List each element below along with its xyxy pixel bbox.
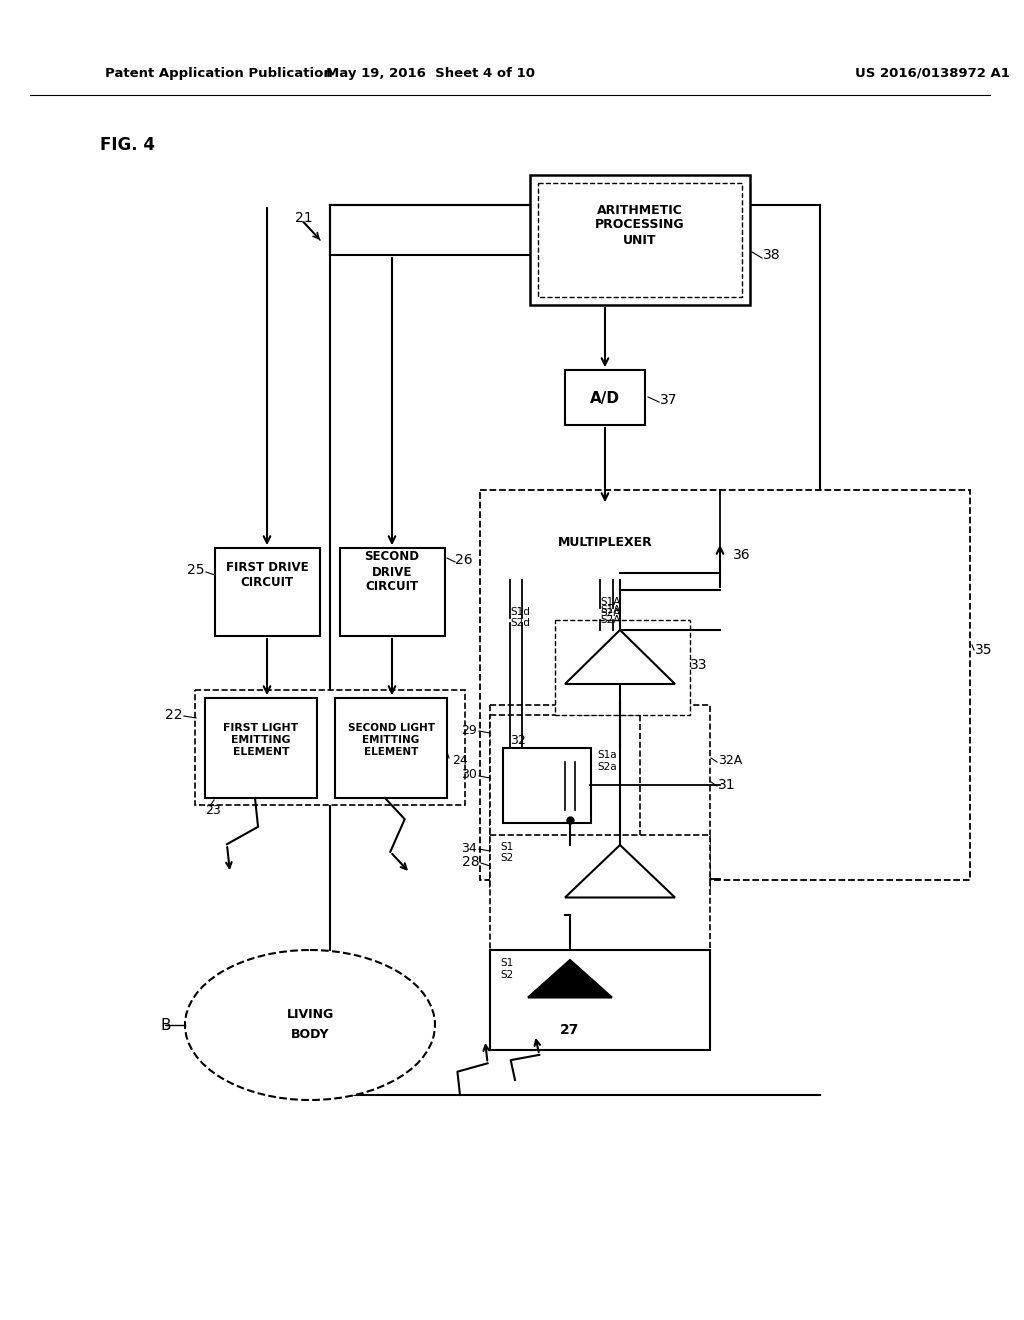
Text: A/D: A/D <box>590 391 620 405</box>
Polygon shape <box>528 960 612 998</box>
Bar <box>490 705 710 890</box>
Bar <box>490 715 640 884</box>
Text: BODY: BODY <box>291 1028 330 1041</box>
Bar <box>490 836 710 950</box>
Text: 31: 31 <box>718 777 735 792</box>
Bar <box>195 690 465 805</box>
Text: 27: 27 <box>560 1023 580 1038</box>
Bar <box>335 698 447 799</box>
Bar <box>205 698 317 799</box>
Text: S2d: S2d <box>510 618 529 628</box>
Text: S1d: S1d <box>510 607 529 616</box>
Text: 30: 30 <box>461 768 477 781</box>
Bar <box>340 548 445 636</box>
Text: 26: 26 <box>455 553 473 568</box>
Ellipse shape <box>185 950 435 1100</box>
Text: 25: 25 <box>186 564 204 577</box>
Bar <box>490 950 710 1049</box>
Text: 29: 29 <box>461 723 477 737</box>
Text: SECOND LIGHT
EMITTING
ELEMENT: SECOND LIGHT EMITTING ELEMENT <box>347 723 434 756</box>
Text: ARITHMETIC
PROCESSING
UNIT: ARITHMETIC PROCESSING UNIT <box>595 203 685 247</box>
Text: MULTIPLEXER: MULTIPLEXER <box>558 536 652 549</box>
Polygon shape <box>565 630 675 684</box>
Text: S2: S2 <box>500 853 513 863</box>
Text: S1: S1 <box>500 842 513 851</box>
Text: US 2016/0138972 A1: US 2016/0138972 A1 <box>855 66 1010 79</box>
Bar <box>555 620 690 715</box>
Bar <box>565 370 645 425</box>
Text: 33: 33 <box>690 657 708 672</box>
Text: May 19, 2016  Sheet 4 of 10: May 19, 2016 Sheet 4 of 10 <box>326 66 535 79</box>
Text: S2a: S2a <box>597 762 616 772</box>
Text: S2: S2 <box>500 970 513 979</box>
Text: S1A: S1A <box>600 597 621 607</box>
Bar <box>490 506 720 579</box>
Text: 34: 34 <box>461 842 477 854</box>
Text: 22: 22 <box>165 708 182 722</box>
Text: FIRST DRIVE
CIRCUIT: FIRST DRIVE CIRCUIT <box>225 561 308 589</box>
Text: 23: 23 <box>205 804 221 817</box>
Text: S1: S1 <box>500 958 513 968</box>
Text: 21: 21 <box>295 211 312 224</box>
Bar <box>530 176 750 305</box>
Text: Patent Application Publication: Patent Application Publication <box>105 66 333 79</box>
Bar <box>503 748 591 822</box>
Bar <box>538 183 742 297</box>
Text: 37: 37 <box>660 393 678 407</box>
Text: S2A: S2A <box>600 615 621 624</box>
Text: B: B <box>160 1018 171 1032</box>
Text: 35: 35 <box>975 643 992 657</box>
Text: SECOND
DRIVE
CIRCUIT: SECOND DRIVE CIRCUIT <box>365 550 420 594</box>
Text: S2A: S2A <box>600 609 621 618</box>
Text: 32A: 32A <box>718 754 742 767</box>
Polygon shape <box>565 845 675 898</box>
Text: S1A: S1A <box>600 605 621 615</box>
Bar <box>480 490 970 880</box>
Text: LIVING: LIVING <box>287 1008 334 1022</box>
Text: 36: 36 <box>733 548 751 562</box>
Text: 38: 38 <box>763 248 780 261</box>
Text: 24: 24 <box>452 754 468 767</box>
Text: 32: 32 <box>510 734 525 747</box>
Text: FIRST LIGHT
EMITTING
ELEMENT: FIRST LIGHT EMITTING ELEMENT <box>223 723 299 756</box>
Text: 28: 28 <box>463 855 480 869</box>
Bar <box>215 548 319 636</box>
Text: FIG. 4: FIG. 4 <box>100 136 155 154</box>
Text: S1a: S1a <box>597 750 616 760</box>
